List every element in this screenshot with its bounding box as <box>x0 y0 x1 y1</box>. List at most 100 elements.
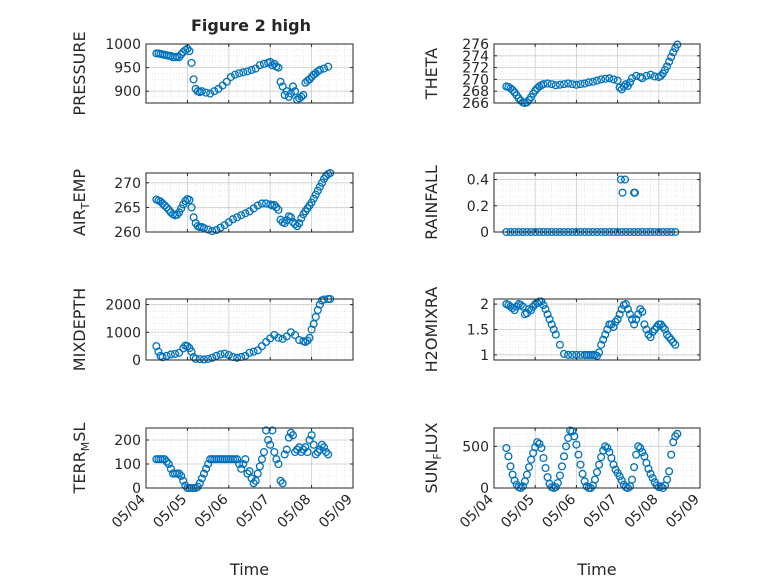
data-point <box>627 315 637 324</box>
data-point <box>204 225 213 234</box>
data-point <box>257 455 266 464</box>
data-point <box>646 333 655 342</box>
data-point <box>613 76 622 85</box>
data-point <box>551 483 560 492</box>
data-point <box>282 332 291 341</box>
data-point <box>576 80 585 89</box>
data-point <box>206 89 215 98</box>
data-point <box>164 205 173 214</box>
data-point <box>623 305 632 314</box>
data-point <box>630 188 639 197</box>
data-point <box>257 199 266 208</box>
data-point <box>555 340 564 349</box>
data-point <box>173 210 182 219</box>
data-point <box>656 482 665 491</box>
y-axis-label-subscript: T <box>79 202 92 210</box>
data-point <box>315 182 324 191</box>
data-point <box>175 469 184 478</box>
data-point <box>185 195 194 205</box>
y-tick-label: 274 <box>462 49 489 65</box>
y-tick-label: 1 <box>480 348 489 364</box>
data-point <box>613 315 622 324</box>
data-point <box>662 62 672 71</box>
data-point <box>274 459 283 469</box>
data-point <box>170 349 180 358</box>
data-point <box>592 468 602 477</box>
data-point <box>508 304 517 313</box>
data-point <box>199 224 209 233</box>
data-point <box>559 452 569 461</box>
y-axis-label: THETA <box>422 48 441 100</box>
data-point <box>307 431 316 440</box>
data-point <box>590 475 599 484</box>
data-point <box>243 469 252 478</box>
data-point <box>243 67 252 76</box>
data-point <box>251 476 260 485</box>
y-axis-label-part: MIXDEPTH <box>70 288 89 371</box>
y-axis-label-part: AIR <box>70 209 89 236</box>
data-point <box>630 320 639 329</box>
data-point <box>307 198 316 207</box>
y-tick-label: 270 <box>114 176 141 192</box>
data-point <box>667 450 676 459</box>
data-point <box>518 482 527 491</box>
data-point <box>522 470 532 479</box>
data-point <box>278 82 287 91</box>
data-point <box>253 469 262 478</box>
data-point <box>588 77 597 86</box>
axes-box <box>145 298 354 361</box>
y-axis-label: RAINFALL <box>422 165 441 240</box>
figure-title: Figure 2 high <box>191 16 311 35</box>
y-axis-label-part: LUX <box>422 422 441 453</box>
data-point <box>597 75 606 84</box>
data-point <box>601 74 610 83</box>
data-point <box>502 443 511 453</box>
data-point <box>592 76 602 85</box>
data-point <box>615 83 624 92</box>
data-point <box>237 464 246 473</box>
data-point <box>199 469 209 478</box>
data-point <box>247 65 256 75</box>
data-point <box>249 347 258 356</box>
data-point <box>274 205 283 214</box>
data-point <box>559 80 569 89</box>
y-tick-label: 950 <box>114 61 141 77</box>
data-point <box>309 194 318 203</box>
data-point <box>539 80 548 89</box>
y-tick-label: 900 <box>114 84 141 100</box>
data-point <box>301 337 310 347</box>
y-axis-label-part: TERR <box>70 451 89 494</box>
data-point <box>235 69 244 78</box>
data-point <box>543 310 552 319</box>
y-axis-label: MIXDEPTH <box>70 288 89 371</box>
data-point <box>303 447 312 457</box>
data-point <box>324 450 333 459</box>
data-point <box>551 330 560 339</box>
data-point <box>555 80 564 89</box>
data-point <box>634 442 643 451</box>
data-point <box>239 68 248 77</box>
data-point <box>311 450 320 459</box>
data-point <box>305 333 314 342</box>
data-point <box>309 440 318 449</box>
subplot-1: 900 950 1000 PRESSURE <box>70 31 354 116</box>
data-point <box>295 219 304 228</box>
y-axis-label: H2OMIXRA <box>422 287 441 373</box>
data-point <box>564 350 573 359</box>
data-point <box>601 330 610 339</box>
data-point <box>160 455 169 464</box>
data-point <box>233 213 242 222</box>
data-point <box>549 325 558 334</box>
data-point <box>195 355 204 364</box>
data-point <box>216 223 225 232</box>
data-point <box>245 348 254 357</box>
data-point <box>247 474 256 483</box>
data-point <box>297 214 306 223</box>
data-point <box>154 347 163 356</box>
data-point <box>580 477 589 486</box>
y-axis-label-subscript: F <box>431 453 444 459</box>
data-point <box>537 443 546 453</box>
data-point <box>179 476 188 485</box>
y-tick-label: 2 <box>480 297 489 313</box>
